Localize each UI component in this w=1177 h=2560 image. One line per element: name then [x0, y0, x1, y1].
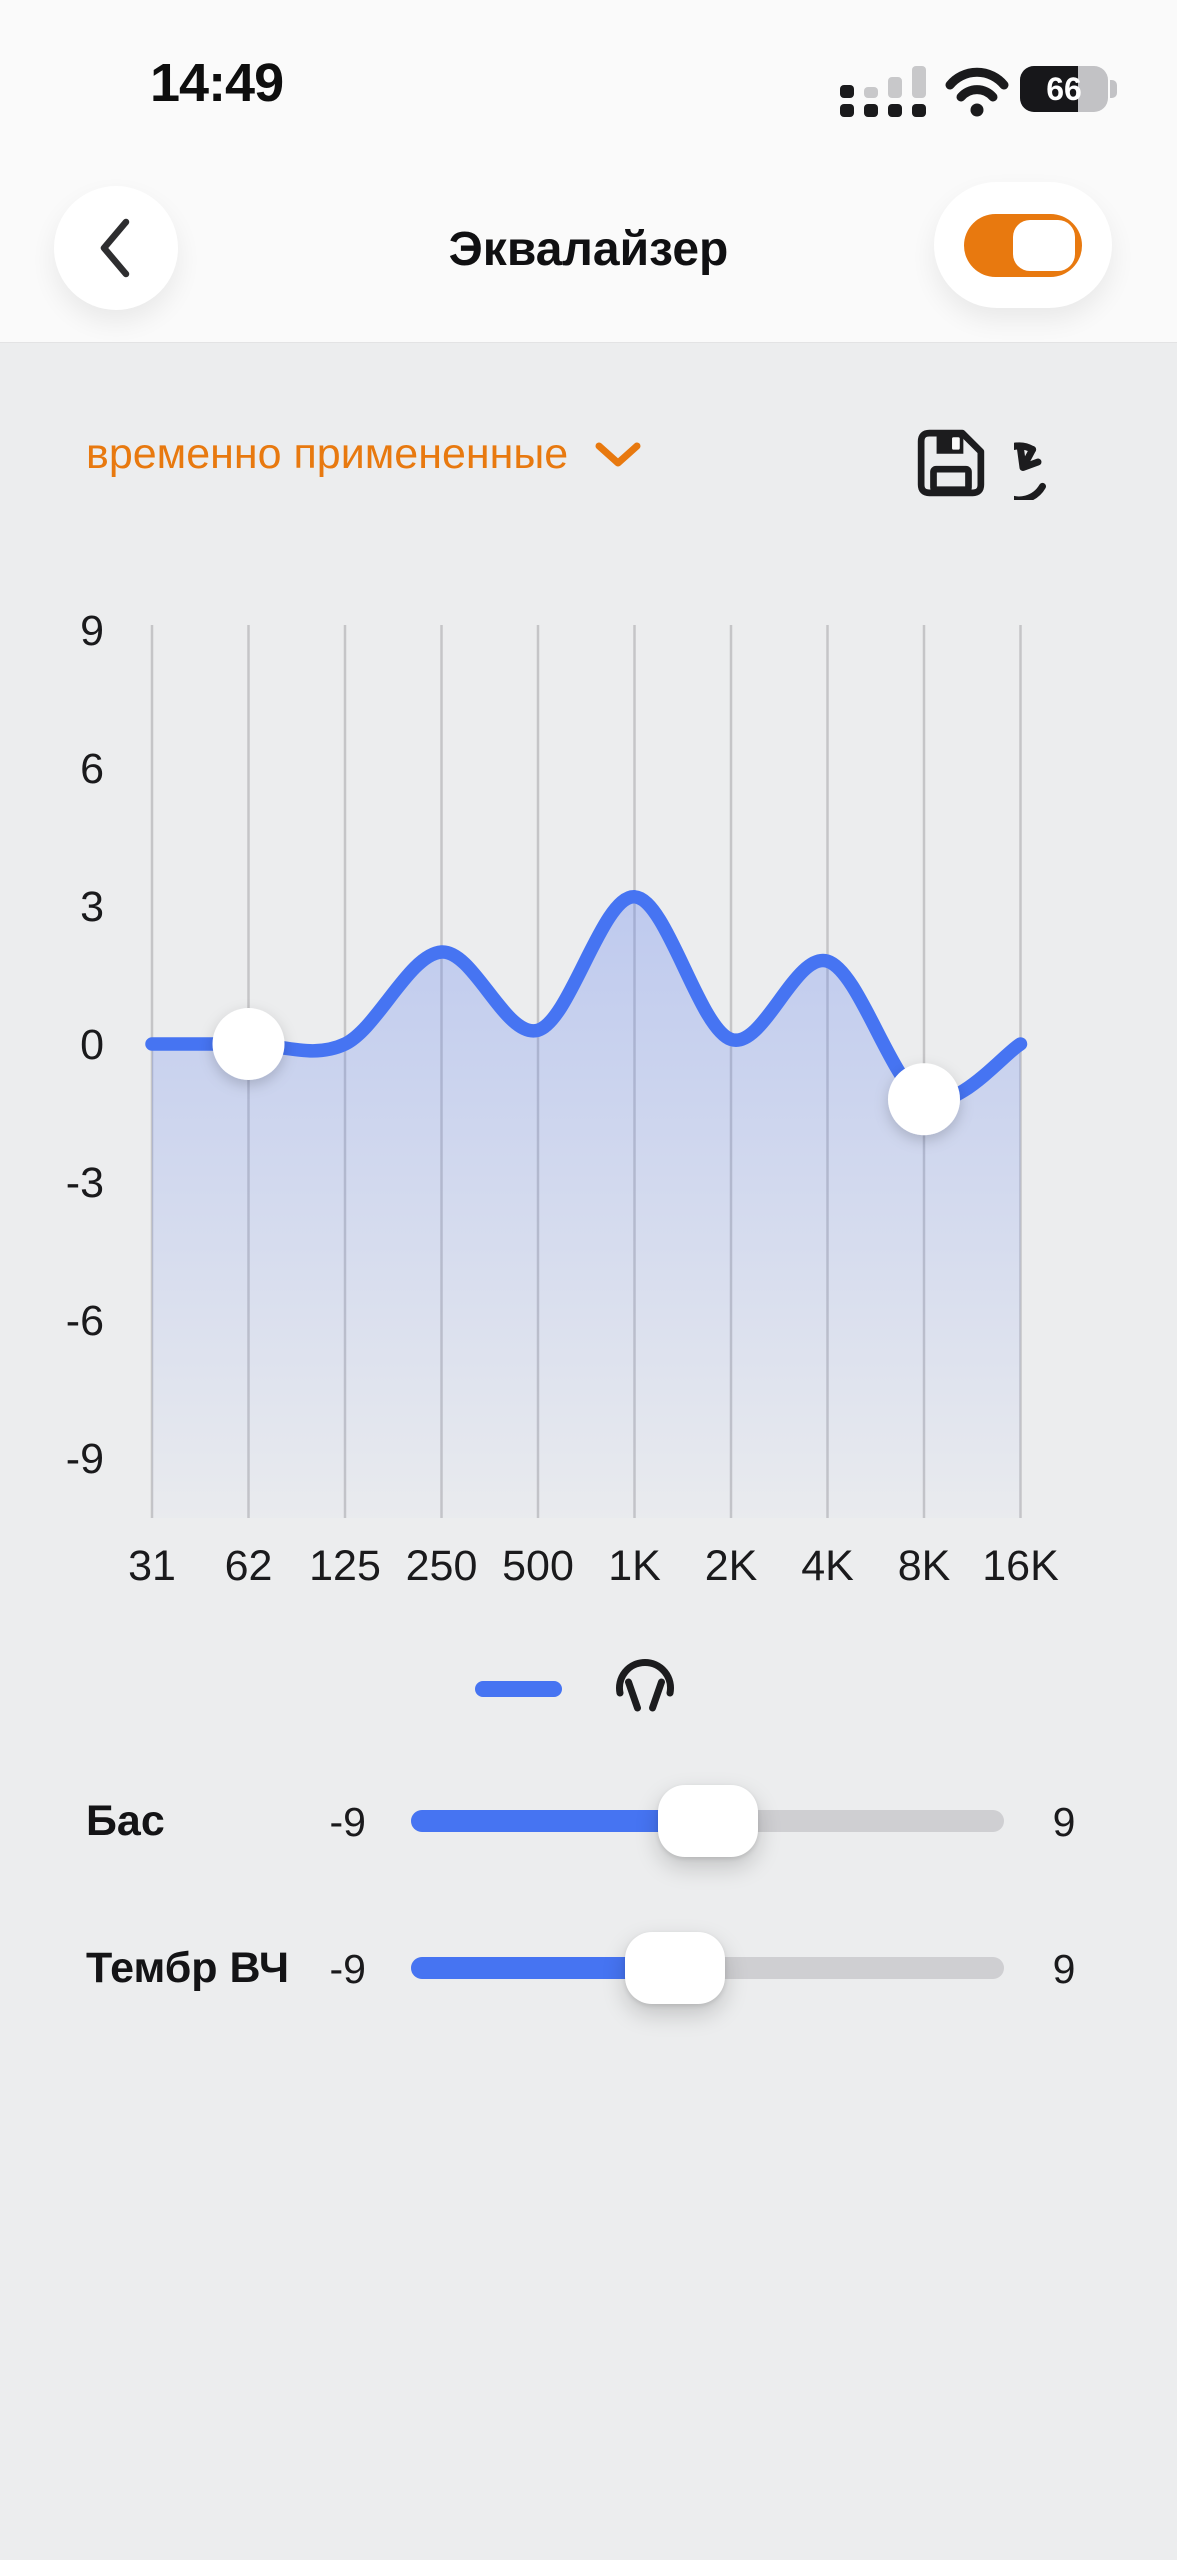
x-axis-tick: 8K — [898, 1542, 951, 1590]
x-axis-tick: 125 — [309, 1542, 381, 1590]
battery-nub — [1110, 80, 1117, 98]
eq-curve-chart[interactable]: 9 6 3 0 -3 -6 -9 31 62 125 250 500 1K 2K 4K 8K 16K — [0, 560, 1177, 1640]
y-axis-tick: 3 — [80, 883, 104, 931]
bass-slider-max: 9 — [1052, 1799, 1076, 1845]
chart-legend — [0, 1640, 1177, 1740]
preset-dropdown-label: временно примененные — [86, 430, 569, 478]
x-axis-tick: 31 — [128, 1542, 176, 1590]
preset-dropdown[interactable]: временно примененные — [86, 430, 642, 479]
bass-slider-row: Бас -9 9 — [0, 1771, 1177, 1871]
x-axis-tick: 250 — [406, 1542, 478, 1590]
legend-line-swatch — [475, 1681, 562, 1697]
toggle-knob — [1013, 220, 1075, 271]
battery-indicator: 66 — [1020, 66, 1117, 112]
chevron-left-icon — [100, 218, 130, 278]
y-axis-tick: -6 — [66, 1297, 104, 1345]
toggle-track — [964, 214, 1082, 277]
treble-slider[interactable] — [411, 1932, 1004, 2004]
back-button[interactable] — [54, 186, 178, 310]
chevron-down-icon — [595, 442, 641, 466]
y-axis-tick: -9 — [66, 1435, 104, 1483]
battery-fill — [1020, 66, 1078, 112]
reset-preset-button[interactable] — [988, 426, 1092, 504]
x-axis-tick: 500 — [502, 1542, 574, 1590]
y-axis-tick: -3 — [66, 1159, 104, 1207]
eq-area-fill — [152, 896, 1021, 1518]
y-axis-tick: 0 — [80, 1021, 104, 1069]
y-axis-tick: 6 — [80, 745, 104, 793]
treble-slider-max: 9 — [1052, 1946, 1076, 1992]
wifi-icon — [945, 67, 1009, 117]
undo-icon — [988, 442, 1046, 504]
save-icon — [917, 429, 985, 497]
treble-slider-row: Тембр ВЧ -9 9 — [0, 1918, 1177, 2018]
treble-slider-min: -9 — [329, 1946, 366, 1992]
bass-slider[interactable] — [411, 1785, 1004, 1857]
x-axis-tick: 2K — [705, 1542, 758, 1590]
page-title: Эквалайзер — [448, 223, 729, 276]
x-axis-tick: 1K — [608, 1542, 661, 1590]
bass-slider-label: Бас — [86, 1797, 165, 1845]
battery-percent: 66 — [1046, 70, 1082, 107]
treble-slider-label: Тембр ВЧ — [86, 1944, 290, 1992]
x-axis-tick: 62 — [225, 1542, 273, 1590]
treble-slider-knob[interactable] — [625, 1932, 725, 2004]
bass-slider-knob[interactable] — [658, 1785, 758, 1857]
headphones-icon — [616, 1658, 674, 1712]
x-axis-tick: 4K — [801, 1542, 854, 1590]
save-preset-button[interactable] — [916, 428, 986, 501]
y-axis-tick: 9 — [80, 607, 104, 655]
cellular-signal-icon — [840, 66, 926, 117]
bass-slider-min: -9 — [329, 1799, 366, 1845]
status-time: 14:49 — [150, 53, 284, 113]
eq-handle-62[interactable] — [212, 1008, 285, 1080]
eq-handle-8K[interactable] — [888, 1063, 960, 1136]
x-axis-tick: 16K — [982, 1542, 1059, 1590]
header-area: 14:49 66 Эквалайзер — [0, 0, 1177, 343]
eq-curve-line — [145, 890, 1028, 1108]
equalizer-toggle[interactable] — [934, 182, 1112, 308]
bass-slider-fill — [411, 1810, 708, 1832]
treble-slider-fill — [411, 1957, 675, 1979]
